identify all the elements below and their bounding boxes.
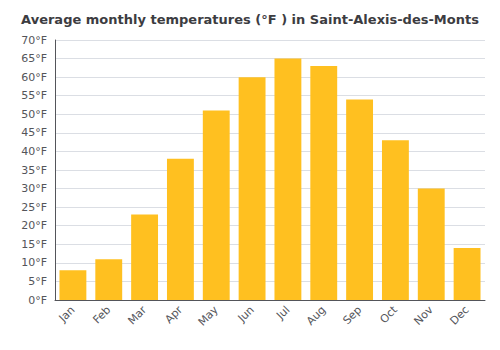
svg-text:65°F: 65°F [21, 52, 47, 65]
svg-text:40°F: 40°F [21, 145, 47, 158]
svg-text:Jan: Jan [56, 303, 78, 325]
svg-text:50°F: 50°F [21, 108, 47, 121]
svg-text:30°F: 30°F [21, 182, 47, 195]
svg-text:15°F: 15°F [21, 238, 47, 251]
svg-text:Nov: Nov [411, 303, 436, 328]
svg-text:20°F: 20°F [21, 219, 47, 232]
svg-text:25°F: 25°F [21, 201, 47, 214]
svg-text:Sep: Sep [340, 303, 364, 327]
svg-text:5°F: 5°F [28, 275, 47, 288]
svg-text:Apr: Apr [162, 303, 185, 326]
svg-text:70°F: 70°F [21, 34, 47, 47]
svg-text:60°F: 60°F [21, 71, 47, 84]
svg-text:0°F: 0°F [28, 294, 47, 307]
svg-text:10°F: 10°F [21, 256, 47, 269]
svg-text:45°F: 45°F [21, 126, 47, 139]
svg-text:Jul: Jul [273, 303, 292, 322]
svg-text:Jun: Jun [235, 303, 257, 325]
svg-text:55°F: 55°F [21, 89, 47, 102]
svg-text:Feb: Feb [90, 303, 113, 326]
svg-text:Mar: Mar [125, 303, 149, 327]
svg-text:May: May [196, 303, 222, 329]
svg-text:Oct: Oct [377, 303, 400, 326]
svg-text:35°F: 35°F [21, 164, 47, 177]
svg-text:Average monthly temperatures (: Average monthly temperatures (°F ) in Sa… [21, 12, 479, 27]
svg-text:Aug: Aug [304, 303, 328, 327]
svg-text:Dec: Dec [447, 303, 471, 327]
